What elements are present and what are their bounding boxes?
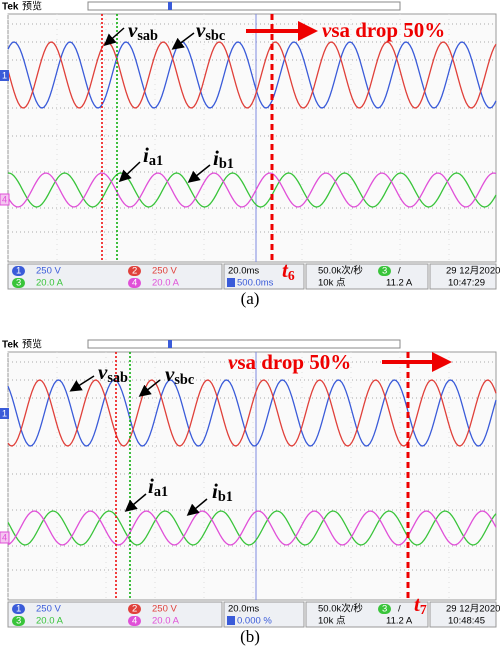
subscript: 6 xyxy=(288,268,295,283)
caption: (b) xyxy=(240,627,260,646)
view-marker xyxy=(168,2,172,10)
channel-number: 2 xyxy=(132,604,137,615)
trigger-icon xyxy=(227,616,235,625)
channel-scale: 20.0 A xyxy=(152,278,180,289)
brand: Tek xyxy=(2,2,19,13)
channel-marker-label: 1 xyxy=(2,408,7,418)
channel-scale: 20.0 A xyxy=(36,616,64,627)
record-bar xyxy=(88,340,400,348)
trigger-icon xyxy=(227,278,235,287)
mode: 预览 xyxy=(22,338,42,351)
channel-number: 1 xyxy=(16,266,21,277)
time: 10:47:29 xyxy=(448,278,485,289)
channel-marker-label: 4 xyxy=(2,532,7,542)
caption: (a) xyxy=(241,289,260,308)
subscript: b1 xyxy=(218,489,233,505)
channel-number: 4 xyxy=(132,616,137,627)
mode: 预览 xyxy=(22,0,42,13)
timebase: 20.0ms xyxy=(228,266,259,277)
screen xyxy=(8,14,496,262)
subscript: b1 xyxy=(219,156,234,172)
figure: Tek预览14vsabvsbcia1ib1vsa drop 50%1250 V2… xyxy=(0,0,500,664)
channel-scale: 20.0 A xyxy=(152,616,180,627)
channel-number: 3 xyxy=(16,616,21,627)
subscript: sab xyxy=(137,28,158,44)
trigger-slope: / xyxy=(398,604,401,615)
timebase: 20.0ms xyxy=(228,604,259,615)
channel-number: 2 xyxy=(132,266,137,277)
sample-rate: 50.0k次/秒 xyxy=(318,603,363,615)
record-length: 10k 点 xyxy=(318,616,346,627)
event-annotation: vsa drop 50% xyxy=(322,18,445,42)
event-annotation: vsa drop 50% xyxy=(228,350,351,374)
channel-marker-label: 4 xyxy=(2,194,7,204)
trigger-level: 11.2 A xyxy=(386,278,413,289)
subscript: sbc xyxy=(205,28,225,44)
brand: Tek xyxy=(2,340,19,351)
channel-scale: 250 V xyxy=(152,604,177,615)
subscript: a1 xyxy=(154,484,168,500)
sample-rate: 50.0k次/秒 xyxy=(318,265,363,277)
view-marker xyxy=(168,340,172,348)
trigger-level: 11.2 A xyxy=(386,616,413,627)
subscript: sab xyxy=(107,370,128,386)
trigger-slope: / xyxy=(398,266,401,277)
annotation-text: sa drop 50% xyxy=(237,350,351,374)
trigger-position: 500.0ms xyxy=(237,278,274,289)
channel-number: 4 xyxy=(132,278,137,289)
channel-scale: 20.0 A xyxy=(36,278,64,289)
annotation-text: sa drop 50% xyxy=(331,18,445,42)
time: 10:48:45 xyxy=(448,616,485,627)
channel-scale: 250 V xyxy=(152,266,177,277)
status-bar: 1 250 V 2 250 V 3 20.0 A 4 20.0 A 20.0ms500.0ms 5… xyxy=(8,264,500,289)
subscript: a1 xyxy=(149,153,163,169)
screen xyxy=(8,352,496,600)
record-length: 10k 点 xyxy=(318,278,346,289)
date: 29 12月2020 xyxy=(446,266,500,277)
date: 29 12月2020 xyxy=(446,604,500,615)
trigger-channel: 3 xyxy=(382,266,387,277)
channel-number: 3 xyxy=(16,278,21,289)
channel-number: 1 xyxy=(16,604,21,615)
trigger-channel: 3 xyxy=(382,604,387,615)
channel-scale: 250 V xyxy=(36,266,61,277)
subscript: 7 xyxy=(420,602,427,617)
channel-marker-label: 1 xyxy=(2,70,7,80)
trigger-position: 0.000 % xyxy=(237,616,272,627)
channel-scale: 250 V xyxy=(36,604,61,615)
record-bar xyxy=(88,2,400,10)
subscript: sbc xyxy=(174,372,194,388)
